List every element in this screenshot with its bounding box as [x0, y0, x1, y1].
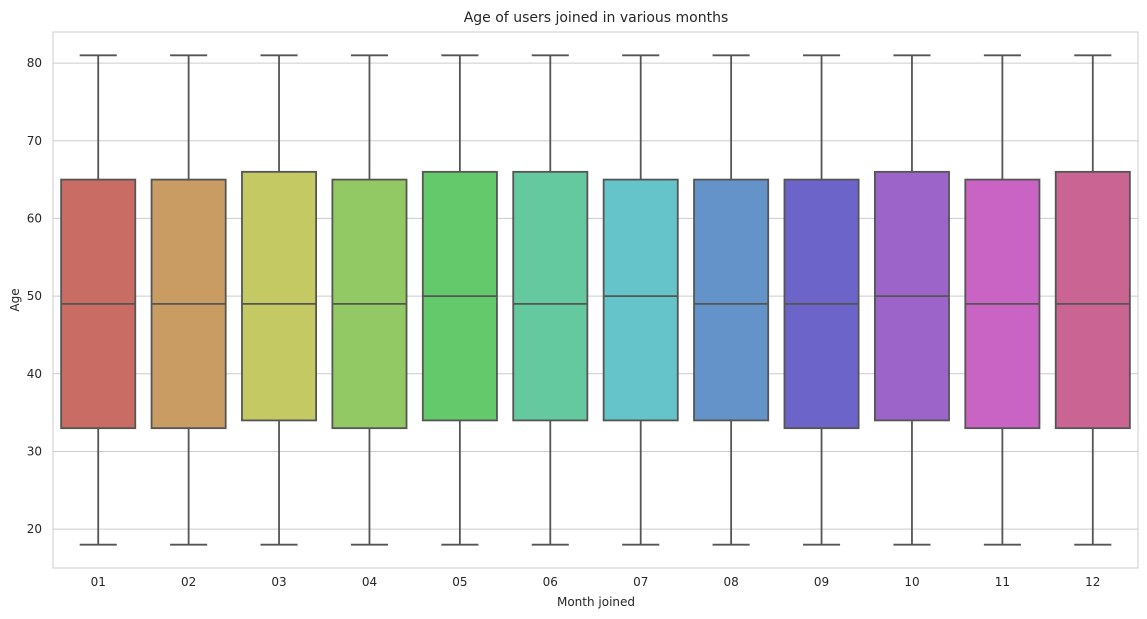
box-07 [602, 54, 679, 546]
y-tick-label-80: 80 [27, 56, 42, 70]
box-02 [150, 54, 227, 546]
box-05 [421, 54, 498, 546]
x-tick-label-08: 08 [723, 575, 738, 589]
box-01 [60, 54, 137, 546]
y-tick-label-50: 50 [27, 289, 42, 303]
box-08 [693, 54, 770, 546]
iqr-box-03 [241, 170, 318, 422]
iqr-box-12 [1054, 170, 1131, 430]
iqr-box-08 [693, 178, 770, 422]
box-03 [241, 54, 318, 546]
iqr-box-07 [602, 178, 679, 422]
box-12 [1054, 54, 1131, 546]
x-axis-label: Month joined [557, 595, 635, 609]
iqr-box-06 [512, 170, 589, 422]
chart-title: Age of users joined in various months [464, 10, 729, 26]
x-tick-label-02: 02 [181, 575, 196, 589]
box-09 [783, 54, 860, 546]
box-10 [873, 54, 950, 546]
boxes [60, 54, 1131, 546]
box-11 [964, 54, 1041, 546]
plot-frame [52, 31, 1139, 569]
y-tick-label-20: 20 [27, 522, 42, 536]
y-tick-label-60: 60 [27, 211, 42, 225]
x-tick-label-03: 03 [271, 575, 286, 589]
box-04 [331, 54, 408, 546]
x-tick-label-12: 12 [1085, 575, 1100, 589]
x-axis-ticks: 01 02 03 04 05 06 07 08 09 10 11 12 [91, 575, 1101, 589]
y-tick-label-70: 70 [27, 134, 42, 148]
x-tick-label-11: 11 [995, 575, 1010, 589]
box-06 [512, 54, 589, 546]
y-tick-label-30: 30 [27, 444, 42, 458]
x-tick-label-07: 07 [633, 575, 648, 589]
x-tick-label-05: 05 [452, 575, 467, 589]
x-tick-label-09: 09 [814, 575, 829, 589]
y-axis-label: Age [8, 288, 22, 311]
grid-lines [53, 62, 1138, 530]
y-axis-ticks: 20 30 40 50 60 70 80 [27, 56, 42, 536]
y-tick-label-40: 40 [27, 367, 42, 381]
x-tick-label-04: 04 [362, 575, 377, 589]
x-tick-label-06: 06 [543, 575, 558, 589]
x-tick-label-01: 01 [91, 575, 106, 589]
x-tick-label-10: 10 [904, 575, 919, 589]
